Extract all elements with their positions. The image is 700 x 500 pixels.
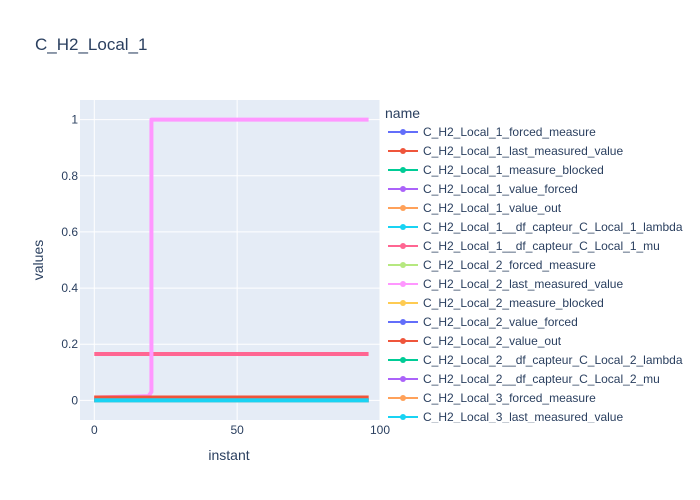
legend-swatch-marker xyxy=(400,186,406,192)
y-tick-label: 0.6 xyxy=(61,225,78,239)
legend-item[interactable]: C_H2_Local_1_value_out xyxy=(388,201,562,215)
y-tick-label: 0.4 xyxy=(61,281,78,295)
legend-label: C_H2_Local_2_forced_measure xyxy=(423,258,596,272)
x-tick-label: 100 xyxy=(370,423,390,437)
x-axis-label: instant xyxy=(208,447,249,463)
series-lines xyxy=(94,117,369,403)
x-tick-label: 0 xyxy=(91,423,98,437)
legend-label: C_H2_Local_2_value_out xyxy=(423,334,562,348)
legend-swatch-marker xyxy=(400,167,406,173)
legend-item[interactable]: C_H2_Local_2_forced_measure xyxy=(388,258,596,272)
y-tick-label: 0 xyxy=(71,393,78,407)
legend-item[interactable]: C_H2_Local_2__df_capteur_C_Local_2_mu xyxy=(388,372,660,386)
legend-item[interactable]: C_H2_Local_2_measure_blocked xyxy=(388,296,604,310)
legend-item[interactable]: C_H2_Local_1_forced_measure xyxy=(388,125,596,139)
legend-swatch-marker xyxy=(400,148,406,154)
legend-swatch-marker xyxy=(400,262,406,268)
legend-item[interactable]: C_H2_Local_3_last_measured_value xyxy=(388,410,623,424)
legend-swatch-marker xyxy=(400,414,406,420)
legend-label: C_H2_Local_1__df_capteur_C_Local_1_lambd… xyxy=(423,220,683,234)
legend-item[interactable]: C_H2_Local_2_last_measured_value xyxy=(388,277,623,291)
y-tick-label: 0.2 xyxy=(61,337,78,351)
legend-label: C_H2_Local_2_last_measured_value xyxy=(423,277,623,291)
legend-label: C_H2_Local_1_last_measured_value xyxy=(423,144,623,158)
x-axis-ticks: 0 50 100 xyxy=(91,423,390,437)
legend-swatch-marker xyxy=(400,205,406,211)
legend-swatch-marker xyxy=(400,338,406,344)
legend-item[interactable]: C_H2_Local_1_measure_blocked xyxy=(388,163,604,177)
legend-label: C_H2_Local_1_measure_blocked xyxy=(423,163,604,177)
legend-item[interactable]: C_H2_Local_1__df_capteur_C_Local_1_mu xyxy=(388,239,660,253)
legend-label: C_H2_Local_1_forced_measure xyxy=(423,125,596,139)
chart-title: C_H2_Local_1 xyxy=(35,35,148,54)
legend-swatch-marker xyxy=(400,357,406,363)
legend-swatch-marker xyxy=(400,224,406,230)
legend-swatch-marker xyxy=(400,319,406,325)
legend-swatch-marker xyxy=(400,281,406,287)
y-axis-ticks: 0 0.2 0.4 0.6 0.8 1 xyxy=(61,113,78,408)
y-axis-label: values xyxy=(30,240,46,280)
legend-label: C_H2_Local_3_last_measured_value xyxy=(423,410,623,424)
legend-item[interactable]: C_H2_Local_2_value_forced xyxy=(388,315,578,329)
plot-background xyxy=(80,100,380,420)
legend-item[interactable]: C_H2_Local_1_last_measured_value xyxy=(388,144,623,158)
y-tick-label: 0.8 xyxy=(61,169,78,183)
legend-label: C_H2_Local_2__df_capteur_C_Local_2_lambd… xyxy=(423,353,683,367)
x-tick-label: 50 xyxy=(230,423,244,437)
legend-label: C_H2_Local_2__df_capteur_C_Local_2_mu xyxy=(423,372,660,386)
legend-item[interactable]: C_H2_Local_1_value_forced xyxy=(388,182,578,196)
legend-label: C_H2_Local_1_value_out xyxy=(423,201,562,215)
legend[interactable]: C_H2_Local_1_forced_measure C_H2_Local_1_… xyxy=(388,125,683,424)
legend-item[interactable]: C_H2_Local_1__df_capteur_C_Local_1_lambd… xyxy=(388,220,683,234)
legend-label: C_H2_Local_2_measure_blocked xyxy=(423,296,604,310)
legend-label: C_H2_Local_2_value_forced xyxy=(423,315,578,329)
legend-item[interactable]: C_H2_Local_2__df_capteur_C_Local_2_lambd… xyxy=(388,353,683,367)
legend-item[interactable]: C_H2_Local_2_value_out xyxy=(388,334,562,348)
legend-label: C_H2_Local_1_value_forced xyxy=(423,182,578,196)
legend-swatch-marker xyxy=(400,243,406,249)
legend-label: C_H2_Local_1__df_capteur_C_Local_1_mu xyxy=(423,239,660,253)
legend-label: C_H2_Local_3_forced_measure xyxy=(423,391,596,405)
legend-swatch-marker xyxy=(400,376,406,382)
legend-item[interactable]: C_H2_Local_3_forced_measure xyxy=(388,391,596,405)
legend-title: name xyxy=(385,105,420,121)
legend-swatch-marker xyxy=(400,129,406,135)
y-tick-label: 1 xyxy=(71,113,78,127)
legend-swatch-marker xyxy=(400,395,406,401)
legend-swatch-marker xyxy=(400,300,406,306)
